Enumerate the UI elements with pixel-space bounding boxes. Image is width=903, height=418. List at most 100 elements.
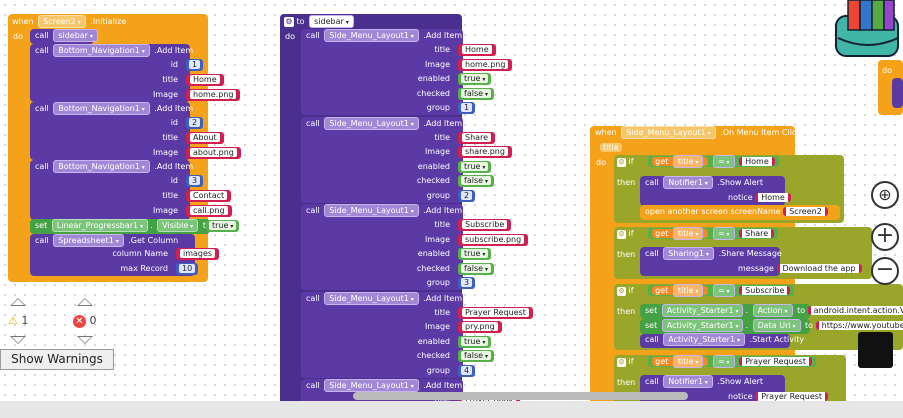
title-value-1[interactable]: Home — [186, 74, 224, 86]
compare-block[interactable]: get title = Share — [648, 227, 779, 240]
image-value-2[interactable]: about.png — [186, 147, 241, 159]
group-value[interactable]: 3 — [458, 277, 476, 290]
compare-block[interactable]: get title = Prayer Request — [648, 355, 816, 368]
title-variable-dropdown[interactable]: title — [672, 227, 704, 240]
error-prev-arrow-icon[interactable] — [77, 298, 93, 306]
image-value[interactable]: share.png — [458, 146, 512, 159]
group-value[interactable]: 4 — [458, 364, 476, 377]
get-variable-block[interactable]: get title — [652, 355, 709, 368]
side-menu-add-item-block[interactable] — [301, 291, 463, 378]
column-name-value[interactable]: images — [176, 248, 220, 260]
gear-icon[interactable]: ⚙ — [617, 287, 626, 296]
action-property-dropdown[interactable]: Action — [752, 304, 793, 317]
data-uri-property-dropdown[interactable]: Data Uri — [752, 319, 801, 332]
title-parameter[interactable]: title — [600, 141, 622, 155]
title-value[interactable]: Prayer Request — [458, 306, 533, 319]
backpack-icon[interactable] — [828, 0, 903, 58]
group-value[interactable]: 1 — [458, 102, 476, 115]
title-variable-dropdown[interactable]: title — [672, 284, 704, 297]
horizontal-scrollbar-track[interactable] — [0, 401, 903, 418]
image-value[interactable]: home.png — [458, 58, 513, 71]
checked-value[interactable]: false — [458, 87, 494, 100]
id-value-2[interactable]: 2 — [186, 117, 204, 129]
activity-starter-dropdown[interactable]: Activity_Starter1 — [661, 319, 744, 332]
message-value[interactable]: Download the app — [776, 264, 862, 273]
compare-text[interactable]: Home — [739, 157, 775, 166]
title-value[interactable]: Share — [458, 131, 496, 144]
checked-value[interactable]: false — [458, 175, 494, 188]
sidebar-procedure-dropdown[interactable]: sidebar — [53, 29, 98, 42]
enabled-value[interactable]: true — [458, 248, 492, 261]
data-uri-value[interactable]: https://www.youtube.c — [815, 321, 903, 330]
gear-icon[interactable]: ⚙ — [617, 230, 626, 239]
image-value[interactable]: pry.png — [458, 321, 502, 334]
image-value[interactable]: subscribe.png — [458, 233, 529, 246]
group-value[interactable]: 2 — [458, 189, 476, 202]
screen2-component-dropdown[interactable]: Screen2 — [38, 15, 86, 28]
error-next-arrow-icon[interactable] — [77, 336, 93, 344]
side-menu-component-dropdown[interactable]: Side_Menu_Layout1 — [621, 126, 716, 139]
title-value-2[interactable]: About — [186, 132, 224, 144]
side-menu-component-dropdown[interactable]: Side_Menu_Layout1 — [324, 291, 419, 305]
get-variable-block[interactable]: get title — [652, 284, 709, 297]
notifier-component-dropdown[interactable]: Notifier1 — [663, 375, 713, 388]
horizontal-scrollbar-thumb[interactable] — [353, 392, 688, 400]
activity-starter-dropdown[interactable]: Activity_Starter1 — [661, 304, 744, 317]
zoom-out-icon[interactable]: − — [871, 257, 899, 285]
recenter-icon[interactable]: ⊕ — [871, 181, 899, 209]
notice-value-home[interactable]: Home — [755, 193, 791, 202]
enabled-value[interactable]: true — [458, 335, 492, 348]
side-menu-component-dropdown[interactable]: Side_Menu_Layout1 — [324, 204, 419, 217]
trash-can-icon[interactable] — [858, 332, 893, 368]
get-variable-block[interactable]: get title — [652, 155, 709, 168]
title-value[interactable]: Home — [458, 44, 496, 56]
enabled-value[interactable]: true — [458, 73, 492, 86]
procedure-name-field[interactable]: sidebar — [309, 15, 354, 28]
action-value[interactable]: android.intent.action.VIEW — [807, 306, 903, 315]
compare-text[interactable]: Share — [739, 229, 775, 238]
id-value-1[interactable]: 1 — [186, 59, 204, 71]
title-value-3[interactable]: Contact — [186, 190, 232, 202]
title-value[interactable]: Subscribe — [458, 219, 512, 231]
activity-starter-dropdown[interactable]: Activity_Starter1 — [663, 333, 745, 346]
checked-value[interactable]: false — [458, 262, 494, 275]
bottom-navigation-dropdown[interactable]: Bottom_Navigation1 — [53, 44, 150, 57]
gear-icon[interactable]: ⚙ — [617, 158, 626, 167]
compare-block[interactable]: get title = Subscribe — [648, 284, 795, 297]
zoom-in-icon[interactable]: + — [871, 223, 899, 251]
gear-icon[interactable]: ⚙ — [617, 358, 626, 367]
checked-value[interactable]: false — [458, 350, 494, 363]
enabled-value[interactable]: true — [458, 160, 492, 173]
side-menu-add-item-block[interactable] — [301, 29, 463, 115]
compare-text[interactable]: Subscribe — [739, 286, 791, 295]
equals-operator-dropdown[interactable]: = — [712, 284, 735, 297]
bottom-navigation-dropdown[interactable]: Bottom_Navigation1 — [53, 102, 150, 115]
notifier-component-dropdown[interactable]: Notifier1 — [663, 176, 713, 189]
max-record-value[interactable]: 10 — [176, 263, 199, 275]
notice-value-prayer[interactable]: Prayer Request — [755, 392, 829, 401]
side-menu-add-item-block[interactable] — [301, 204, 463, 290]
visible-true-value[interactable]: true — [206, 220, 240, 232]
offscreen-purple-block[interactable] — [892, 78, 903, 108]
gear-icon[interactable]: ⚙ — [284, 17, 294, 27]
image-value-1[interactable]: home.png — [186, 89, 241, 101]
compare-block[interactable]: get title = Home — [648, 155, 779, 168]
equals-operator-dropdown[interactable]: = — [712, 227, 735, 240]
title-variable-dropdown[interactable]: title — [672, 155, 704, 168]
show-warnings-button[interactable]: Show Warnings — [0, 349, 114, 370]
warning-next-arrow-icon[interactable] — [10, 336, 26, 344]
id-value-3[interactable]: 3 — [186, 175, 204, 187]
warning-prev-arrow-icon[interactable] — [10, 298, 26, 306]
equals-operator-dropdown[interactable]: = — [712, 355, 735, 368]
screen-name-value[interactable]: Screen2 — [783, 207, 828, 216]
side-menu-component-dropdown[interactable]: Side_Menu_Layout1 — [324, 116, 419, 130]
compare-text[interactable]: Prayer Request — [739, 357, 812, 366]
side-menu-add-item-block[interactable] — [301, 116, 463, 203]
bottom-navigation-dropdown[interactable]: Bottom_Navigation1 — [53, 160, 150, 173]
spreadsheet-component-dropdown[interactable]: Spreadsheet1 — [53, 234, 124, 247]
image-value-3[interactable]: call.png — [186, 205, 232, 217]
title-param-label[interactable]: title — [600, 143, 622, 152]
side-menu-component-dropdown[interactable]: Side_Menu_Layout1 — [324, 379, 419, 392]
equals-operator-dropdown[interactable]: = — [712, 155, 735, 168]
get-variable-block[interactable]: get title — [652, 227, 709, 240]
